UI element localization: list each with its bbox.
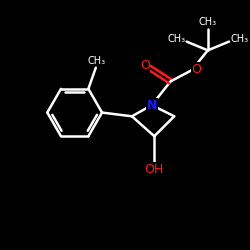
Text: O: O	[191, 62, 201, 76]
Text: CH₃: CH₃	[88, 56, 106, 66]
Text: CH₃: CH₃	[167, 34, 185, 44]
Text: CH₃: CH₃	[230, 34, 248, 44]
Text: N: N	[147, 98, 157, 112]
Text: O: O	[140, 59, 150, 72]
Text: OH: OH	[145, 163, 164, 176]
Text: CH₃: CH₃	[199, 17, 217, 27]
